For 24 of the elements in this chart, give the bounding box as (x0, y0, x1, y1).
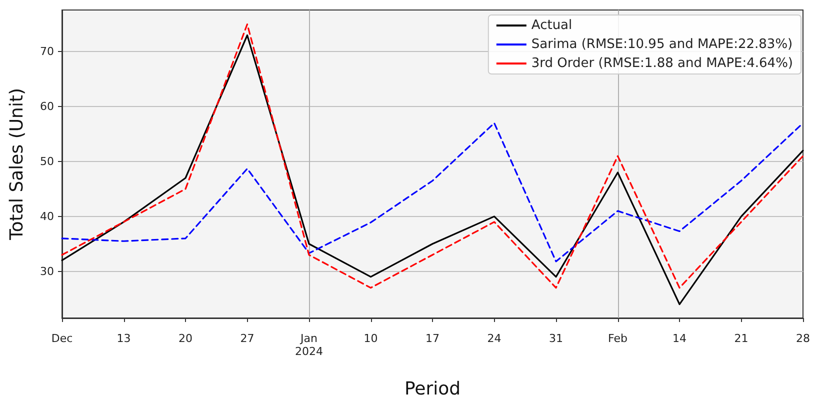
x-tick-label: 14 (672, 332, 686, 345)
y-tick-label: 30 (40, 264, 54, 278)
x-tick-label: 10 (364, 332, 378, 345)
legend-label: Sarima (RMSE:10.95 and MAPE:22.83%) (531, 37, 793, 52)
x-tick-label: 28 (796, 332, 810, 345)
legend-label: Actual (531, 18, 572, 33)
x-tick-label: Jan 2024 (295, 332, 323, 358)
y-tick-label: 60 (40, 100, 54, 114)
x-tick-label: Dec (51, 332, 73, 345)
legend-label: 3rd Order (RMSE:1.88 and MAPE:4.64%) (531, 56, 793, 71)
y-tick-label: 40 (40, 210, 54, 223)
y-axis-title: Total Sales (Unit) (6, 88, 28, 242)
x-tick-label: 31 (549, 332, 563, 345)
x-tick-label: 13 (116, 332, 131, 345)
x-axis-title: Period (404, 378, 461, 400)
y-tick-label: 50 (40, 155, 54, 168)
x-tick-label: 20 (178, 332, 192, 345)
y-tick-label: 70 (40, 45, 54, 58)
x-tick-label: 24 (487, 332, 502, 345)
x-tick-label: Feb (608, 332, 628, 345)
x-tick-label: 21 (734, 332, 748, 345)
line-series (61, 122, 804, 262)
x-tick-label: 27 (240, 332, 254, 345)
x-tick-label: 17 (426, 332, 440, 345)
